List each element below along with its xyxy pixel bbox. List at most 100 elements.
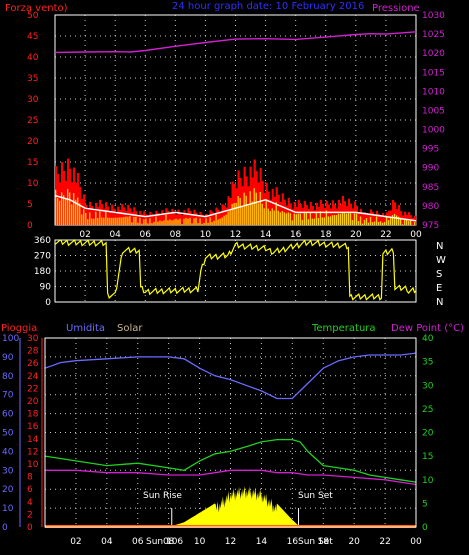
- pressure-y-tick-1030: 1030: [422, 11, 445, 21]
- gust-bar-83: [221, 217, 223, 225]
- wind-bar-123: [301, 208, 304, 225]
- lower-x-tick-18: 18: [318, 537, 330, 547]
- gust-bar-7: [69, 192, 71, 225]
- humidity-y-tick-90: 90: [2, 353, 14, 363]
- gust-bar-128: [311, 218, 314, 225]
- gust-bar-34: [123, 216, 125, 225]
- wind-bar-88: [231, 181, 234, 225]
- wind-y-tick-5: 5: [27, 200, 33, 210]
- humidity-y-tick-30: 30: [2, 466, 14, 476]
- gust-bar-131: [317, 217, 320, 225]
- gust-bar-17: [89, 212, 91, 225]
- gust-bar-95: [245, 195, 247, 225]
- gust-bar-144: [343, 213, 346, 225]
- dir-w: W: [436, 255, 446, 266]
- rain-y-tick-22: 22: [27, 384, 38, 394]
- wind-bar-113: [281, 193, 284, 225]
- gust-bar-142: [339, 213, 342, 225]
- dir-y-tick-90: 90: [40, 283, 52, 293]
- gust-bar-91: [237, 196, 239, 225]
- wind-bar-84: [223, 205, 226, 225]
- wind-bar-52: [159, 215, 162, 225]
- gust-bar-67: [189, 217, 191, 225]
- gust-bar-6: [67, 188, 69, 225]
- gust-bar-159: [373, 221, 376, 225]
- dir-y-tick-360: 360: [34, 236, 51, 246]
- gust-bar-29: [113, 217, 115, 225]
- gust-bar-84: [223, 215, 225, 225]
- dir-s: S: [436, 269, 442, 280]
- lower-x-tick-08: 08: [163, 537, 175, 547]
- wind-y-tick-35: 35: [27, 74, 38, 84]
- wind-x-tick-12: 12: [230, 230, 241, 240]
- rain-y-tick-0: 0: [27, 523, 33, 533]
- gust-bar-53: [161, 221, 163, 225]
- gust-bar-8: [71, 204, 73, 225]
- lower-x-tick-16: 16: [287, 537, 299, 547]
- wind-x-tick-06: 06: [140, 230, 152, 240]
- dir-plot-frame: [54, 239, 417, 303]
- gust-bar-46: [147, 223, 149, 225]
- gust-bar-99: [253, 188, 255, 225]
- rain-y-tick-28: 28: [27, 347, 39, 357]
- gust-bar-160: [375, 216, 378, 225]
- lower-plot-frame: [44, 337, 417, 528]
- wind-bar-129: [313, 210, 316, 225]
- wind-bar-106: [267, 191, 270, 225]
- temp-y-tick-15: 15: [422, 452, 433, 462]
- gust-bar-40: [135, 216, 137, 225]
- temp-y-tick-20: 20: [422, 429, 434, 439]
- wind-bar-8: [71, 182, 74, 225]
- wind-bar-33: [121, 204, 124, 225]
- gust-bar-28: [111, 217, 113, 225]
- gust-bar-158: [371, 222, 374, 225]
- gust-bar-71: [197, 223, 199, 225]
- wind-x-tick-08: 08: [170, 230, 182, 240]
- wind-x-tick-04: 04: [109, 230, 121, 240]
- lower-x-tick-00: 00: [410, 537, 422, 547]
- gust-bar-68: [191, 223, 193, 225]
- wind-bar-148: [351, 208, 355, 225]
- gust-bar-77: [209, 217, 211, 225]
- wind-bar-133: [321, 203, 324, 225]
- gust-bar-139: [333, 215, 336, 225]
- gust-bar-66: [187, 218, 189, 225]
- gust-bar-171: [397, 216, 400, 225]
- wind-bar-158: [371, 211, 375, 225]
- gust-bar-54: [163, 220, 165, 225]
- wind-bar-81: [217, 209, 220, 225]
- lower-x-tick-12: 12: [225, 537, 236, 547]
- wind-bar-59: [173, 211, 176, 225]
- wind-bar-159: [373, 214, 377, 225]
- gust-bar-75: [205, 218, 207, 225]
- gust-bar-107: [269, 211, 271, 225]
- gust-bar-140: [335, 215, 338, 225]
- pressure-y-tick-1020: 1020: [422, 49, 445, 59]
- gust-bar-122: [299, 213, 301, 225]
- gust-bar-117: [289, 213, 291, 225]
- wind-bar-68: [191, 213, 194, 225]
- wind-bar-166: [387, 210, 391, 225]
- gust-bar-110: [275, 202, 277, 225]
- gust-bar-127: [309, 212, 312, 225]
- lower-x-tick-14: 14: [256, 537, 268, 547]
- gust-bar-14: [83, 209, 85, 225]
- pressure-y-tick-980: 980: [422, 202, 439, 212]
- wind-bar-73: [201, 214, 204, 225]
- wind-bar-56: [167, 210, 170, 225]
- wind-bar-149: [353, 201, 357, 225]
- gust-bar-108: [271, 208, 273, 225]
- wind-bar-63: [181, 215, 184, 225]
- gust-bar-87: [229, 210, 231, 225]
- gust-bar-30: [115, 217, 117, 225]
- wind-y-tick-45: 45: [27, 32, 38, 42]
- wind-x-tick-00: 00: [410, 230, 422, 240]
- gust-bar-55: [165, 214, 167, 225]
- gust-bar-42: [139, 217, 141, 225]
- wind-bar-98: [251, 177, 254, 225]
- gust-bar-64: [183, 218, 185, 225]
- gust-bar-111: [277, 210, 279, 225]
- wind-y-tick-10: 10: [27, 179, 39, 189]
- rain-y-tick-16: 16: [27, 422, 39, 432]
- gust-bar-32: [119, 217, 121, 225]
